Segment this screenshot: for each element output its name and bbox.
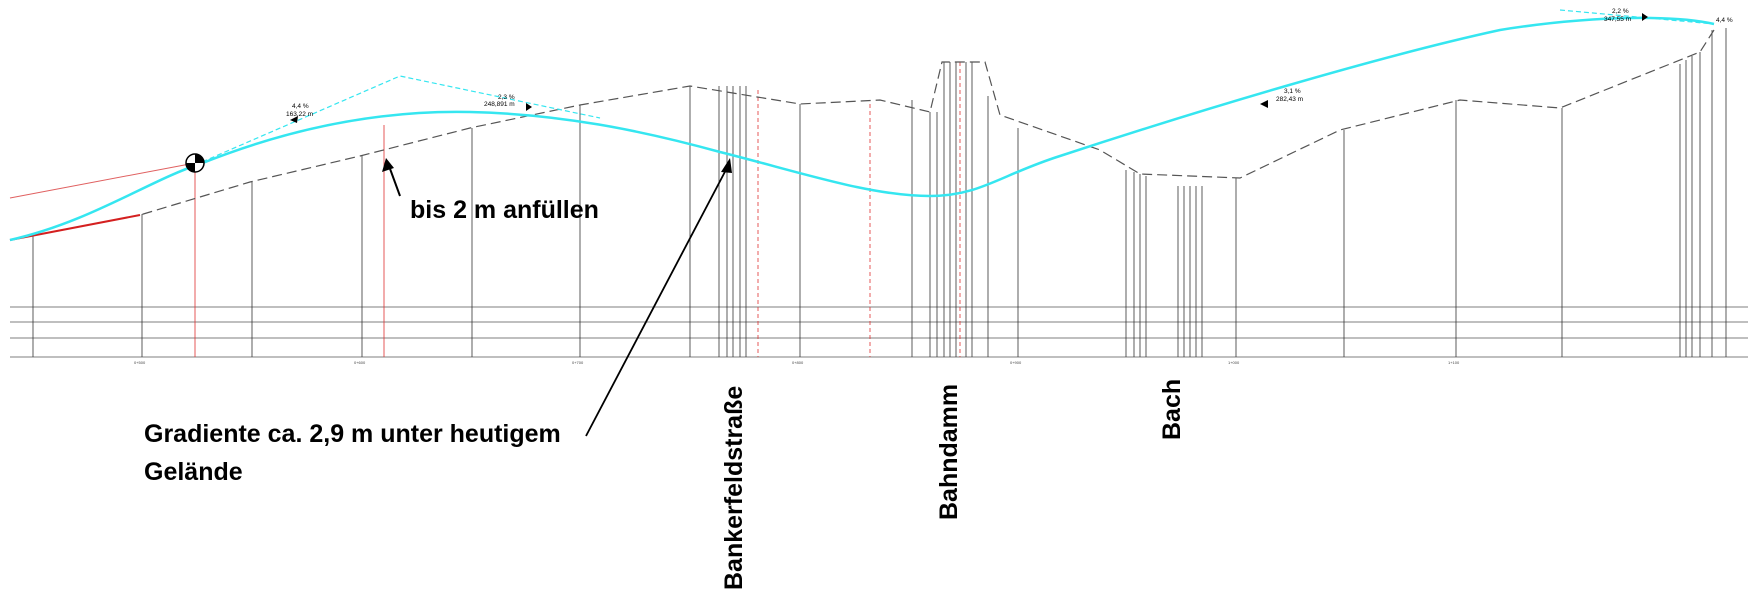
slope-label-3: 3,1 % 282,43 m xyxy=(1276,88,1303,103)
station-label: 0+500 xyxy=(134,360,146,365)
gradient-arrow xyxy=(585,165,729,437)
svg-text:2,2 %: 2,2 % xyxy=(1612,8,1629,15)
svg-text:3,1 %: 3,1 % xyxy=(1284,88,1301,95)
svg-text:248,891 m: 248,891 m xyxy=(484,101,515,108)
station-label: 1+000 xyxy=(1228,360,1240,365)
annotation-gradient-2: Gelände xyxy=(144,458,243,486)
svg-text:163,22 m: 163,22 m xyxy=(286,111,313,118)
svg-text:282,43 m: 282,43 m xyxy=(1276,96,1303,103)
gradient-arrow-head xyxy=(721,158,732,173)
arrow-head xyxy=(1642,13,1648,21)
slope-label-5: 4,4 % xyxy=(1716,17,1733,24)
gradient-tangents-right xyxy=(1559,9,1715,25)
label-bahndamm: Bahndamm xyxy=(935,384,963,520)
vertical-station-lines xyxy=(32,28,1727,357)
svg-text:4,4 %: 4,4 % xyxy=(1716,17,1733,24)
band-table xyxy=(10,306,1748,358)
fill-arrow xyxy=(388,165,401,197)
annotation-fill: bis 2 m anfüllen xyxy=(410,196,599,224)
station-label: 0+700 xyxy=(572,360,584,365)
intersection-node xyxy=(185,153,205,173)
slope-label-1: 4,4 % 163,22 m xyxy=(286,103,313,118)
label-bankerfeldstrasse: Bankerfeldstraße xyxy=(720,386,748,590)
annotation-gradient-1: Gradiente ca. 2,9 m unter heutigem xyxy=(144,420,561,448)
svg-text:4,4 %: 4,4 % xyxy=(292,103,309,110)
terrain-solid-left xyxy=(9,214,141,241)
station-label: 1+100 xyxy=(1448,360,1460,365)
station-label: 0+900 xyxy=(1010,360,1022,365)
gradient-line xyxy=(9,16,1715,242)
slope-label-4: 2,2 % 347,55 m xyxy=(1604,8,1631,23)
arrow-head xyxy=(526,103,532,111)
label-bach: Bach xyxy=(1158,379,1186,440)
red-reference-line xyxy=(9,162,196,199)
station-label: 0+800 xyxy=(792,360,804,365)
svg-text:2,3 %: 2,3 % xyxy=(498,94,515,101)
svg-text:347,55 m: 347,55 m xyxy=(1604,16,1631,23)
fill-arrow-head xyxy=(382,158,394,172)
arrow-head xyxy=(1260,100,1268,108)
terrain-line xyxy=(9,29,1715,241)
arrow-head xyxy=(290,116,298,123)
station-label: 0+600 xyxy=(354,360,366,365)
slope-label-2: 2,3 % 248,891 m xyxy=(484,94,515,108)
station-labels: 0+500 0+600 0+700 0+800 0+900 1+000 1+100 xyxy=(134,360,1460,365)
gradient-tangents xyxy=(194,75,601,166)
